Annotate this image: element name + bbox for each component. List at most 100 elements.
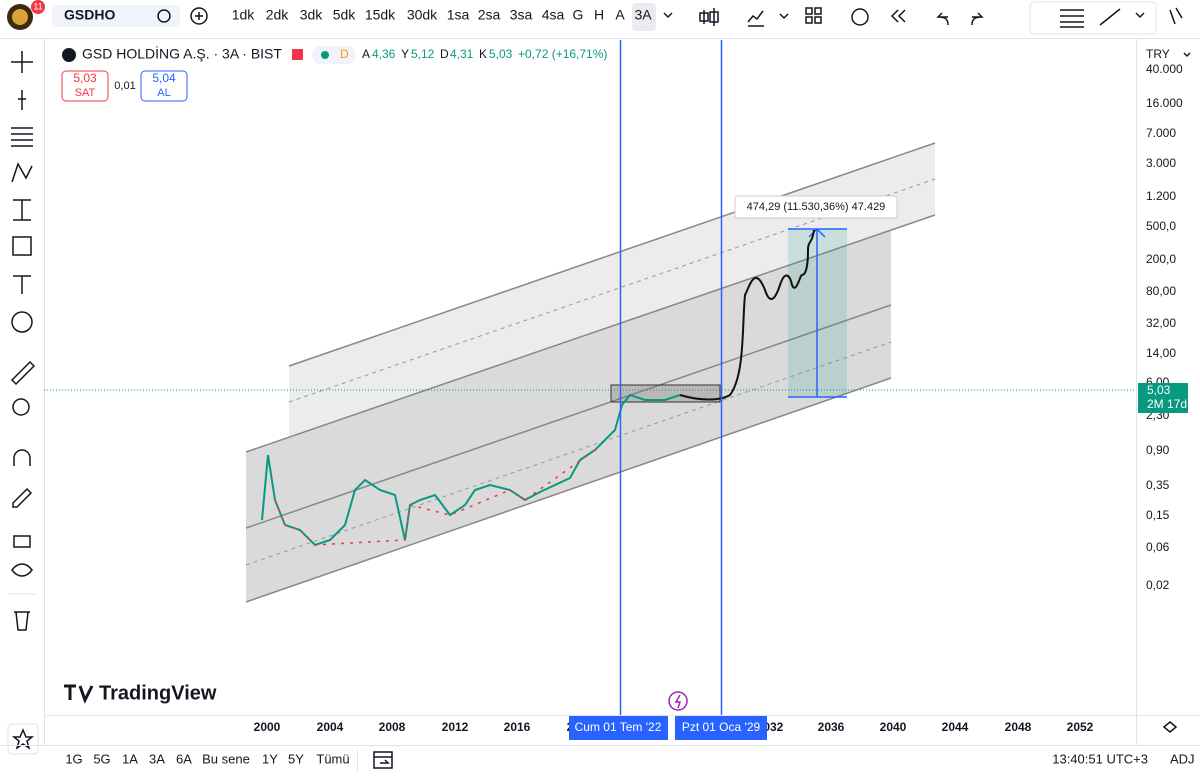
visibility-tool[interactable] [11,563,33,577]
emoji-tool[interactable] [11,311,33,333]
brand-logo [64,684,94,704]
range-button[interactable]: 6A [176,751,192,766]
price-label: 1.200 [1146,189,1176,203]
active-interval-bg [632,3,656,31]
crosshair-tool[interactable] [11,51,33,73]
trend-icon[interactable] [1099,8,1121,26]
layout-icon[interactable] [805,7,822,24]
replay-icon[interactable] [890,9,906,23]
interval[interactable]: 2sa [478,7,501,23]
range-button[interactable]: Bu sene [202,751,250,766]
pattern-tool[interactable] [11,162,33,183]
magnet-tool[interactable] [13,449,31,466]
measure-tool[interactable] [13,199,31,221]
event-icon[interactable] [668,691,688,711]
interval-group: 1dk 2dk 3dk 5dk 15dk 30dk 1sa 2sa 3sa 4sa G H A 3A [232,7,653,23]
range-button[interactable]: 5Y [288,751,304,766]
chart-area [44,40,1136,715]
ruler-tool[interactable] [10,360,36,386]
range-button[interactable]: 1G [65,751,82,766]
range-button[interactable]: 1Y [262,751,278,766]
fib-tool[interactable] [11,127,33,147]
currency-button[interactable] [1140,44,1196,66]
interval[interactable]: 30dk [407,7,438,23]
interval[interactable]: 4sa [542,7,565,23]
price-label: 32,00 [1146,316,1176,330]
alert-icon[interactable] [851,8,869,26]
range-button[interactable]: 1A [122,751,138,766]
indicators-icon[interactable] [747,10,764,27]
price-label: 16.000 [1146,96,1183,110]
price-axis: 40.000 16.000 7.000 3.000 1.200 500,0 200,0 80,… [1146,62,1183,592]
measure-label: 474,29 (11.530,36%) 47.429 [747,201,886,213]
chevron[interactable] [779,13,789,20]
range-button[interactable]: 5G [93,751,110,766]
time-label: 2044 [942,720,969,734]
time-label: 2048 [1005,720,1032,734]
ohlc-label: D [440,47,449,61]
range-button[interactable]: Tümü [316,751,349,766]
interval[interactable]: H [594,7,604,23]
redo-icon[interactable] [971,12,984,26]
interval[interactable]: 3dk [300,7,324,23]
delay-flag: D [340,47,349,61]
change: +0,72 (+16,71%) [518,47,607,61]
channel-line [245,214,936,453]
zoom-tool[interactable] [12,398,30,416]
range-button[interactable]: 3A [149,751,165,766]
time-label: 2004 [317,720,344,734]
compare-button[interactable] [190,7,208,25]
buy-price: 5,04 [152,71,176,85]
delete-tool[interactable] [14,611,30,631]
lock-tool[interactable] [13,535,31,548]
settings-icon[interactable] [1162,721,1178,733]
time-label: 2012 [442,720,469,734]
trendline-tool[interactable] [18,90,26,110]
channel-line [245,377,892,603]
adj-toggle[interactable]: ADJ [1170,751,1195,766]
interval[interactable]: G [573,7,584,23]
ohlc-group: A 4,36 Y 5,12 D 4,31 K 5,03 +0,72 (+16,71%) [362,47,607,61]
channel-line [288,142,936,367]
measure-label-box [734,195,898,219]
lines-icon[interactable] [1060,9,1084,28]
price-label: 7.000 [1146,126,1176,140]
price-label: 40.000 [1146,62,1183,76]
symbol-search[interactable] [52,5,180,27]
chevron[interactable] [1135,12,1145,19]
last-price: 5,03 [1147,383,1171,397]
chevron[interactable] [663,12,673,19]
ohlc-label: Y [401,47,409,61]
price-label: 0,06 [1146,540,1170,554]
buy-label: AL [157,87,170,99]
interval[interactable]: 3A [634,7,652,23]
draw-mode-tool[interactable] [12,487,33,508]
ohlc-value: 4,36 [372,47,396,61]
brush-icon[interactable] [1169,7,1183,25]
symbol: GSDHO [64,7,115,23]
avatar-inner [12,9,28,25]
price-path-down [274,449,596,546]
time-label: 2040 [880,720,907,734]
text-tool[interactable] [13,275,31,294]
sell-button[interactable] [61,70,109,102]
shape-tool[interactable] [12,236,32,256]
chevron [1183,52,1191,58]
spread: 0,01 [114,80,135,92]
interval[interactable]: 15dk [365,7,396,23]
top-bar [0,0,1200,38]
chart-type-icon[interactable] [699,8,719,26]
interval[interactable]: 3sa [510,7,533,23]
undo-icon[interactable] [936,12,949,26]
interval[interactable]: 2dk [266,7,290,23]
interval[interactable]: 1dk [232,7,256,23]
interval[interactable]: 5dk [333,7,357,23]
buy-button[interactable] [140,70,188,102]
drawing-toolbar [1029,1,1157,35]
time-label: 2052 [1067,720,1094,734]
interval[interactable]: 1sa [447,7,470,23]
watchlist-button[interactable] [7,723,39,755]
interval[interactable]: A [615,7,625,23]
range-group: 1G 5G 1A 3A 6A Bu sene 1Y 5Y Tümü [65,751,349,766]
goto-date-icon[interactable] [373,751,393,769]
